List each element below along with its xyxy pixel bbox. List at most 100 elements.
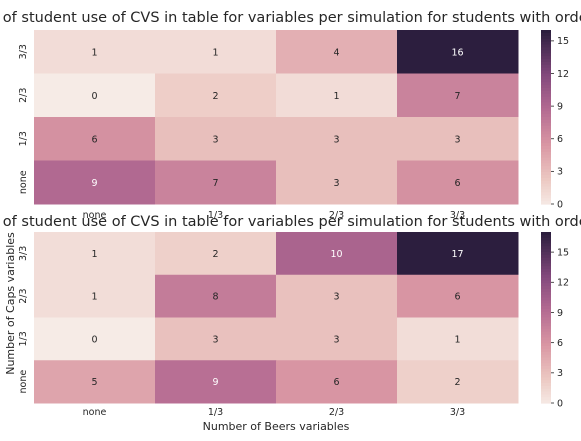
colorbar-segment — [541, 56, 551, 60]
heatmap-cell — [397, 274, 519, 318]
colorbar-segment — [541, 73, 551, 77]
colorbar-segment — [541, 271, 551, 276]
colorbar-segment — [541, 232, 551, 236]
cell-value-label: 2 — [454, 377, 460, 388]
x-tick-label: 3/3 — [450, 407, 465, 418]
chart-title: Map of student use of CVS in table for v… — [0, 214, 581, 230]
colorbar-tick-label: 3 — [557, 368, 563, 379]
colorbar-segment — [541, 128, 551, 133]
cell-value-label: 3 — [333, 134, 339, 145]
colorbar-segment — [541, 102, 551, 106]
cell-value-label: 1 — [333, 91, 339, 102]
cell-value-label: 0 — [91, 334, 97, 345]
colorbar-segment — [541, 119, 551, 124]
heatmap-cell — [34, 360, 156, 404]
colorbar-segment — [541, 311, 551, 316]
colorbar-segment — [541, 157, 551, 162]
colorbar-segment — [541, 30, 551, 34]
colorbar-tick-label: 15 — [557, 247, 569, 258]
colorbar-segment — [541, 237, 551, 242]
heatmap-panel-2: Map of student use of CVS in table for v… — [0, 214, 581, 433]
colorbar-segment — [541, 363, 551, 367]
heatmap-cell — [34, 73, 156, 118]
colorbar-segment — [541, 340, 551, 344]
heatmap-cell — [155, 232, 277, 276]
colorbar-segment — [541, 328, 551, 333]
y-tick-label: 2/3 — [18, 288, 29, 303]
colorbar-segment — [541, 67, 551, 72]
colorbar-segment — [541, 351, 551, 356]
colorbar-segment — [541, 88, 551, 92]
colorbar-segment — [541, 254, 551, 259]
heatmap-cell — [397, 317, 519, 361]
colorbar-tick-label: 15 — [557, 36, 569, 47]
heatmap-cell — [276, 274, 398, 318]
colorbar-segment — [541, 195, 551, 199]
cell-value-label: 6 — [454, 292, 460, 303]
colorbar-segment — [541, 394, 551, 398]
colorbar-segment — [541, 368, 551, 373]
colorbar-segment — [541, 337, 551, 341]
x-tick-label: 1/3 — [208, 407, 223, 418]
colorbar-segment — [541, 53, 551, 57]
colorbar-segment — [541, 160, 551, 164]
colorbar-segment — [541, 131, 551, 135]
colorbar-segment — [541, 323, 551, 327]
colorbar-segment — [541, 289, 551, 293]
cell-value-label: 2 — [212, 249, 218, 260]
heatmap-cell — [397, 117, 519, 161]
cell-value-label: 3 — [333, 178, 339, 189]
colorbar-segment — [541, 291, 551, 296]
cell-value-label: 1 — [91, 47, 97, 58]
heatmap-cell — [155, 360, 277, 404]
colorbar-segment — [541, 246, 551, 250]
colorbar-segment — [541, 300, 551, 304]
colorbar-segment — [541, 154, 551, 159]
colorbar-segment — [541, 400, 551, 404]
colorbar-segment — [541, 137, 551, 141]
heatmap-cell — [155, 30, 277, 74]
heatmap-cell — [155, 160, 277, 205]
y-tick-label: 2/3 — [18, 88, 29, 103]
cell-value-label: 1 — [91, 249, 97, 260]
cell-value-label: 2 — [212, 91, 218, 102]
colorbar-segment — [541, 76, 551, 80]
heatmap-cell — [276, 30, 398, 74]
heatmap-cell — [276, 360, 398, 404]
cell-value-label: 0 — [91, 91, 97, 102]
colorbar-segment — [541, 151, 551, 156]
colorbar-segment — [541, 183, 551, 188]
colorbar-segment — [541, 140, 551, 144]
colorbar-tick-label: 6 — [557, 134, 563, 145]
heatmap-panel-1: Map of student use of CVS in table for v… — [0, 10, 581, 221]
y-tick-label: 1/3 — [18, 131, 29, 146]
cell-value-label: 6 — [333, 377, 339, 388]
heatmap-cell — [34, 317, 156, 361]
heatmap-cell — [397, 232, 519, 276]
colorbar-segment — [541, 274, 551, 279]
colorbar-segment — [541, 177, 551, 182]
colorbar-segment — [541, 192, 551, 196]
y-tick-label: 1/3 — [18, 331, 29, 346]
cell-value-label: 3 — [212, 334, 218, 345]
colorbar-segment — [541, 70, 551, 75]
colorbar-segment — [541, 166, 551, 170]
colorbar-segment — [541, 283, 551, 287]
colorbar-segment — [541, 99, 551, 104]
x-tick-label: 1/3 — [208, 210, 223, 221]
cell-value-label: 10 — [330, 249, 342, 260]
colorbar-segment — [541, 380, 551, 384]
colorbar-segment — [541, 257, 551, 262]
colorbar-segment — [541, 47, 551, 51]
colorbar-segment — [541, 357, 551, 361]
colorbar-segment — [541, 277, 551, 282]
colorbar-segment — [541, 348, 551, 353]
heatmap-cell — [155, 73, 277, 118]
y-axis-label: Number of Caps variables — [4, 232, 17, 375]
colorbar-segment — [541, 334, 551, 339]
heatmap-cell — [276, 232, 398, 276]
colorbar-tick-label: 12 — [557, 278, 569, 289]
colorbar-segment — [541, 198, 551, 202]
heatmap-cell — [34, 274, 156, 318]
